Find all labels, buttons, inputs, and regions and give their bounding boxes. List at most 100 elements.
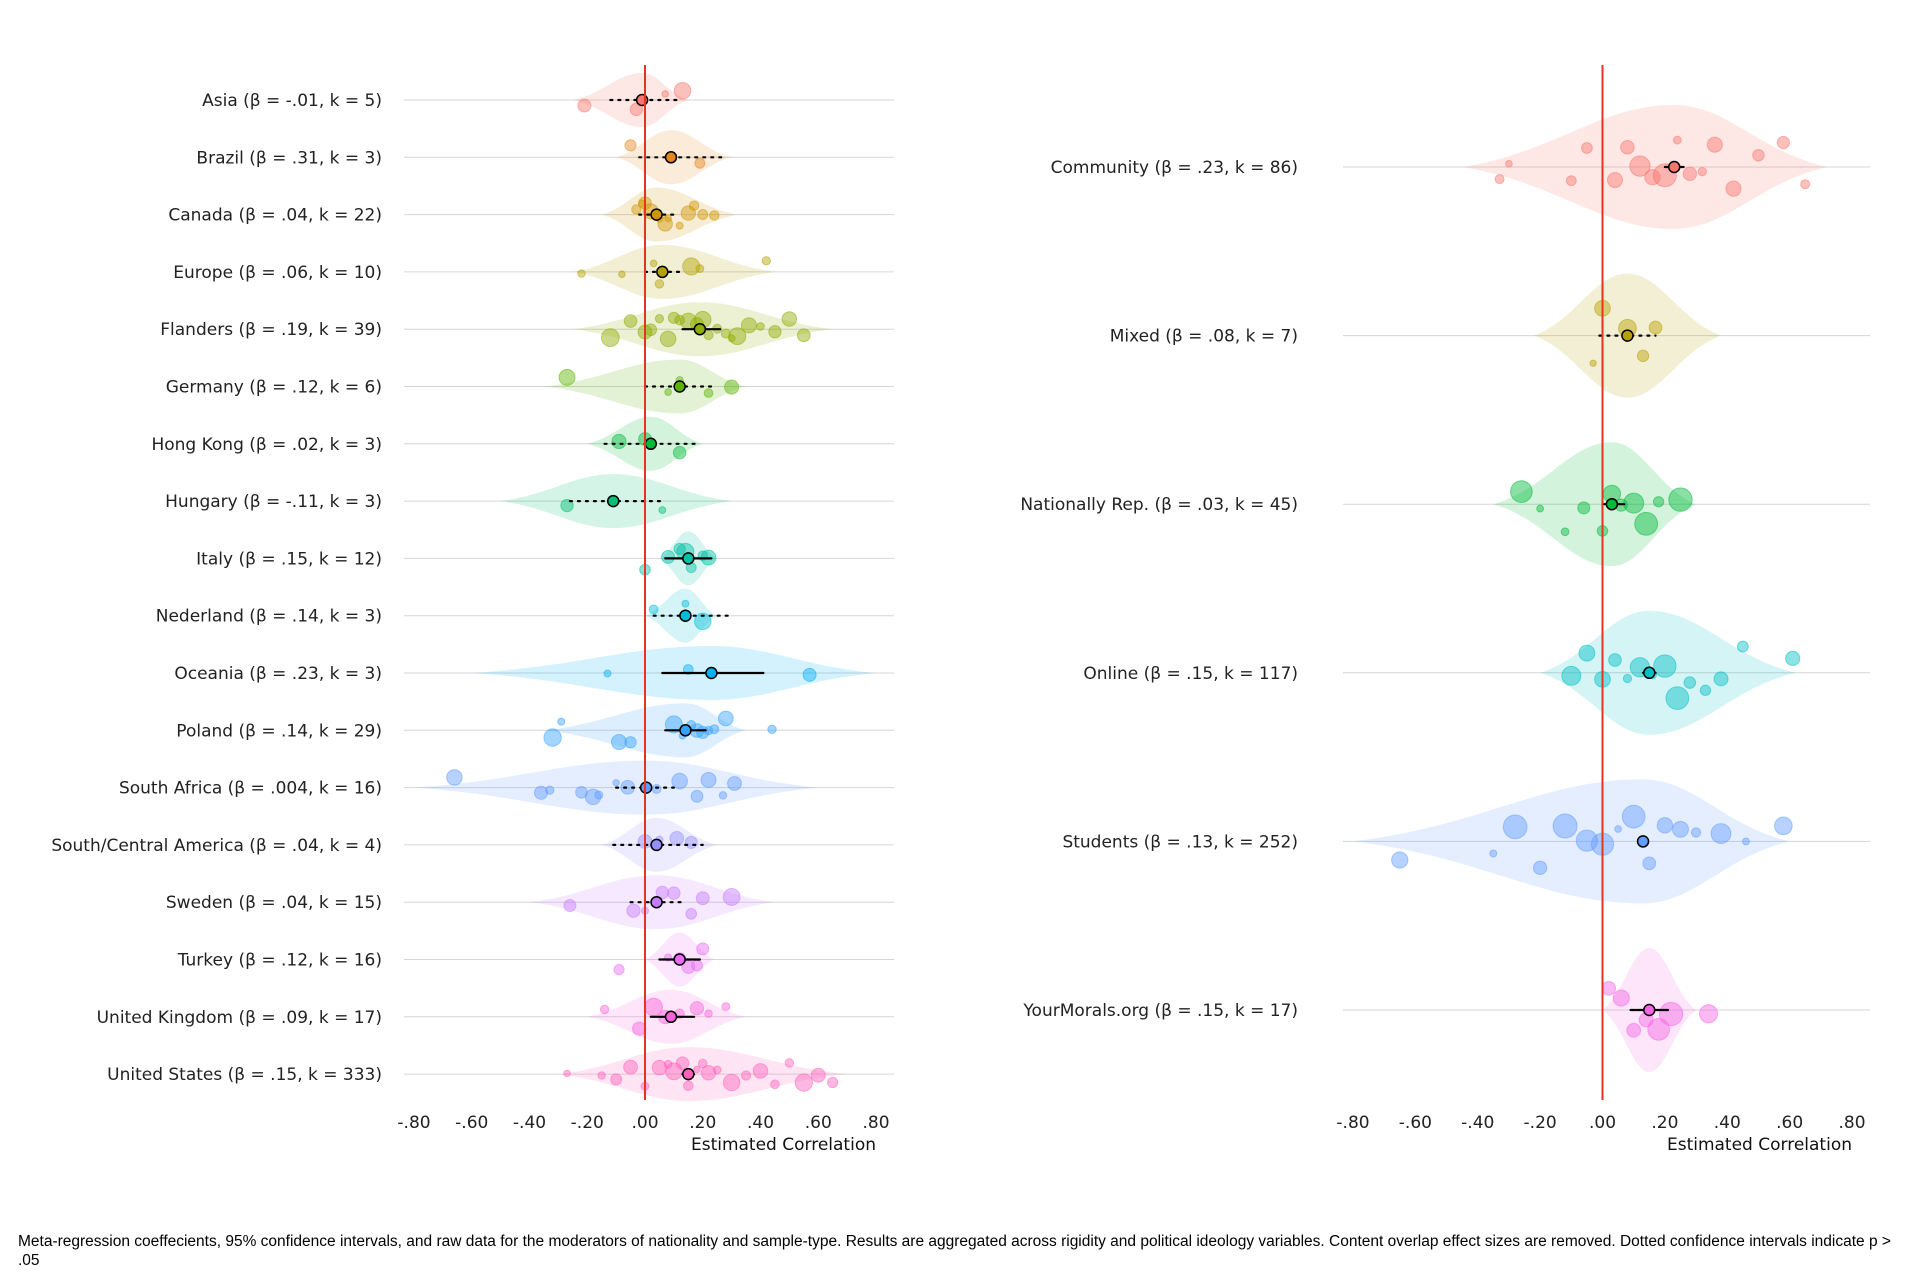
estimate-point	[1667, 160, 1681, 174]
row-label: Oceania (β = .23, k = 3)	[174, 664, 382, 684]
x-tick-label: .20	[1651, 1113, 1678, 1133]
raw-effect-point	[690, 789, 704, 803]
density-violin	[572, 244, 775, 299]
raw-effect-point	[1776, 135, 1791, 150]
raw-effect-point	[649, 259, 658, 268]
raw-effect-point	[690, 959, 703, 972]
x-tick-label: -.60	[1399, 1113, 1432, 1133]
row-label: Nationally Rep. (β = .03, k = 45)	[1020, 495, 1298, 515]
raw-effect-point	[1581, 142, 1593, 154]
raw-effect-point	[1391, 851, 1409, 869]
raw-effect-point	[1606, 171, 1624, 189]
raw-effect-point	[696, 942, 710, 956]
raw-effect-point	[584, 788, 602, 806]
raw-effect-point	[1710, 823, 1732, 844]
estimate-point	[650, 895, 663, 909]
raw-effect-point	[1494, 174, 1505, 185]
raw-effect-point	[1697, 167, 1707, 177]
estimate-point	[673, 953, 686, 966]
raw-effect-point	[681, 599, 690, 608]
raw-effect-point	[1648, 320, 1663, 335]
x-tick-label: .40	[1714, 1113, 1741, 1133]
figure-caption: Meta-regression coeffecients, 95% confid…	[18, 1233, 1891, 1269]
estimate-point	[650, 208, 663, 221]
row-label: Hungary (β = -.11, k = 3)	[165, 492, 382, 512]
estimate-point	[1605, 497, 1619, 511]
row-label: Sweden (β = .04, k = 15)	[166, 893, 382, 913]
row-1-7: Hong Kong (β = .02, k = 3)	[151, 416, 894, 471]
chart-panel-1: Asia (β = -.01, k = 5) Brazil (β = .31, k…	[51, 65, 894, 1155]
raw-effect-point	[648, 604, 659, 615]
raw-effect-point	[446, 769, 463, 786]
raw-effect-point	[673, 81, 692, 100]
raw-effect-point	[669, 830, 685, 846]
raw-effect-point	[727, 334, 736, 343]
row-2-2: Mixed (β = .08, k = 7)	[1110, 273, 1870, 398]
raw-effect-point	[654, 279, 665, 289]
row-1-16: Turkey (β = .12, k = 16)	[177, 932, 894, 987]
raw-effect-point	[557, 717, 566, 726]
density-violin	[572, 73, 689, 127]
raw-effect-point	[659, 330, 677, 348]
row-label: South/Central America (β = .04, k = 4)	[51, 836, 382, 856]
raw-effect-point	[612, 779, 620, 787]
estimate-point	[1643, 666, 1656, 680]
raw-effect-point	[722, 1073, 741, 1092]
raw-effect-point	[703, 329, 714, 341]
density-violin	[1540, 610, 1796, 735]
raw-effect-point	[663, 1059, 673, 1069]
raw-effect-point	[1510, 480, 1533, 503]
raw-effect-point	[577, 98, 592, 113]
raw-effect-point	[1741, 837, 1750, 846]
raw-effect-point	[1690, 827, 1702, 838]
raw-effect-point	[675, 221, 684, 230]
raw-effect-point	[794, 1073, 813, 1092]
row-2-3: Nationally Rep. (β = .03, k = 45)	[1020, 442, 1870, 567]
raw-effect-point	[689, 1001, 705, 1016]
raw-effect-point	[1785, 650, 1801, 666]
raw-effect-point	[664, 715, 683, 734]
estimate-point	[1621, 329, 1634, 342]
raw-effect-point	[724, 379, 740, 395]
raw-effect-point	[577, 269, 586, 278]
raw-effect-point	[695, 891, 710, 906]
raw-effect-point	[1636, 349, 1650, 363]
raw-effect-point	[1725, 180, 1742, 197]
estimate-point	[679, 609, 692, 622]
raw-effect-point	[543, 728, 562, 747]
raw-effect-point	[664, 388, 672, 397]
row-1-4: Europe (β = .06, k = 10)	[173, 244, 894, 299]
row-label: Europe (β = .06, k = 10)	[173, 263, 382, 283]
raw-effect-point	[1621, 804, 1646, 829]
raw-effect-point	[1536, 504, 1545, 513]
raw-effect-point	[654, 314, 665, 324]
row-2-6: YourMorals.org (β = .15, k = 17)	[1022, 948, 1870, 1072]
raw-effect-point	[740, 1070, 752, 1081]
raw-effect-point	[1668, 487, 1693, 512]
raw-effect-point	[629, 102, 644, 117]
row-label: Turkey (β = .12, k = 16)	[177, 951, 382, 971]
row-1-5: Flanders (β = .19, k = 39)	[160, 302, 894, 357]
density-violin	[1353, 779, 1790, 904]
raw-effect-point	[703, 388, 714, 398]
raw-effect-point	[700, 771, 717, 788]
raw-effect-point	[781, 311, 798, 327]
row-label: Brazil (β = .31, k = 3)	[196, 148, 382, 168]
raw-effect-point	[672, 445, 687, 460]
estimate-point	[705, 666, 718, 680]
x-tick-label: .00	[631, 1113, 658, 1133]
raw-effect-point	[767, 724, 777, 735]
estimate-point	[679, 724, 692, 737]
estimate-point	[682, 552, 695, 565]
raw-effect-point	[1489, 849, 1498, 858]
raw-effect-point	[1620, 139, 1635, 155]
x-tick-label: -.60	[455, 1113, 488, 1133]
raw-effect-point	[1706, 136, 1723, 153]
raw-effect-point	[658, 506, 667, 515]
raw-effect-point	[810, 1067, 826, 1083]
raw-effect-point	[796, 328, 811, 343]
row-2-4: Online (β = .15, k = 117)	[1083, 610, 1870, 735]
x-axis-title: Estimated Correlation	[1667, 1135, 1852, 1155]
raw-effect-point	[661, 549, 676, 564]
raw-effect-point	[1614, 825, 1622, 833]
